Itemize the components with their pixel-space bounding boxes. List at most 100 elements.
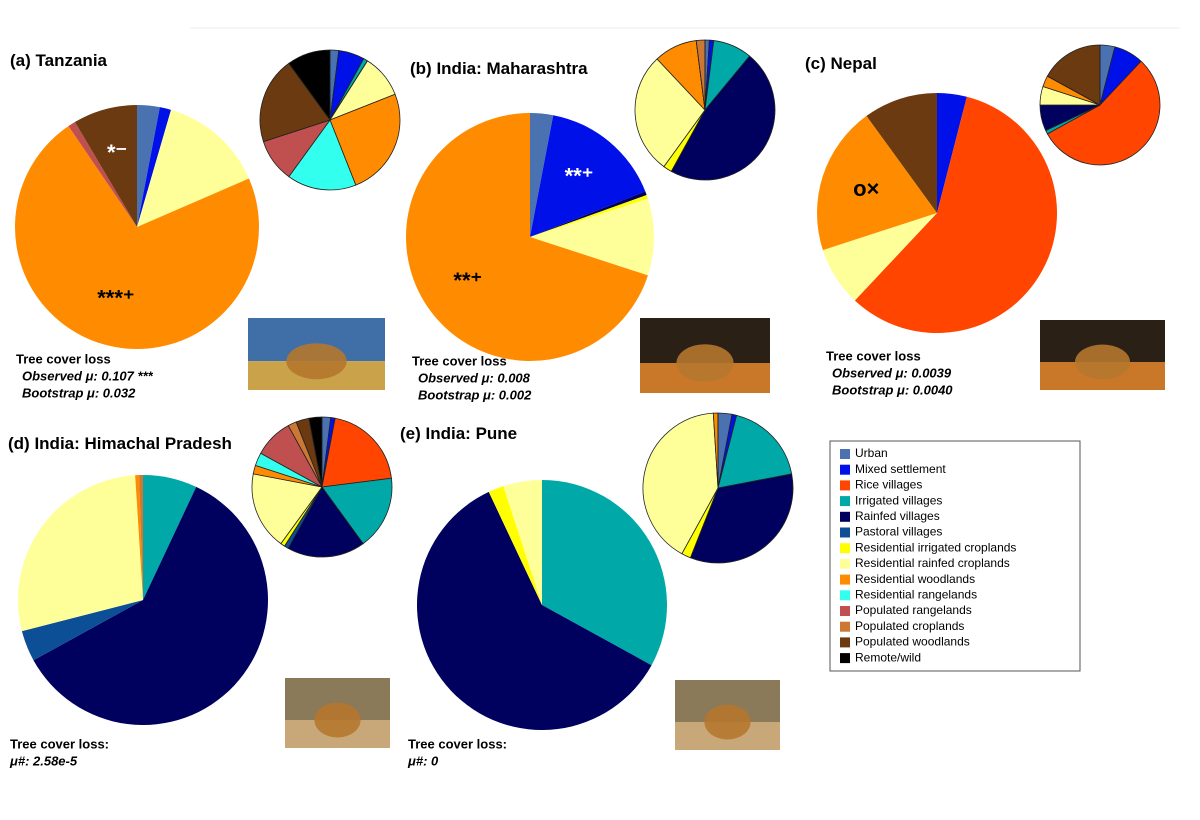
panel-label: (d) [8, 434, 30, 453]
legend-swatch [840, 574, 850, 585]
panel-title: (b) India: Maharashtra [410, 59, 588, 78]
inset-pie-slice [634, 58, 706, 168]
panel-label: (c) [805, 54, 826, 73]
legend-label: Rice villages [855, 478, 922, 492]
legend-label: Residential irrigated croplands [855, 540, 1016, 554]
panel-title: (d) India: Himachal Pradesh [8, 434, 232, 453]
panel-label: (a) [10, 51, 31, 70]
legend-label: Rainfed villages [855, 509, 940, 523]
animal-photo [675, 680, 780, 750]
panel-title: (e) India: Pune [400, 424, 517, 443]
pie-slice [488, 486, 542, 605]
inset-pie-slice [329, 93, 401, 186]
stat-line: Observed μ: 0.0039 [832, 365, 952, 380]
legend-label: Populated rangelands [855, 603, 972, 617]
legend-label: Populated woodlands [855, 635, 970, 649]
stat-line: Tree cover loss [16, 351, 111, 366]
legend-label: Populated croplands [855, 619, 964, 633]
pie-slice [137, 105, 160, 227]
inset-pie-slice [287, 486, 364, 558]
inset-pie-slice [251, 473, 323, 545]
inset-pie-slice [259, 62, 331, 143]
inset-pie-slice [308, 416, 323, 488]
legend-swatch [840, 496, 850, 507]
animal-photo [248, 318, 385, 390]
photo-animal [676, 344, 734, 382]
legend-label: Remote/wild [855, 650, 921, 664]
panel-name: India: Pune [426, 424, 518, 443]
inset-pie-slice [321, 417, 392, 488]
stat-line: μ#: 0 [407, 753, 439, 768]
slice-annotation: *⁻ [107, 140, 127, 165]
photo-animal [286, 343, 347, 380]
slice-annotation: **⁺ [453, 268, 482, 293]
stat-line: μ#: 2.58e-5 [9, 753, 78, 768]
legend-label: Urban [855, 446, 888, 460]
panel-label: (e) [400, 424, 421, 443]
photo-animal [1075, 344, 1130, 380]
pie-slice [68, 121, 137, 227]
inset-pie-slice [1046, 60, 1161, 166]
panel-label: (b) [410, 59, 432, 78]
panel-name: India: Maharashtra [436, 59, 588, 78]
legend-swatch [840, 558, 850, 569]
pie-slice [137, 109, 249, 227]
legend-swatch [840, 511, 850, 522]
inset-pie-slice [642, 412, 719, 555]
pie-slice [530, 191, 647, 237]
stat-line: Bootstrap μ: 0.0040 [832, 382, 953, 397]
pie-slice [406, 113, 648, 361]
stat-line: Observed μ: 0.008 [418, 370, 531, 385]
slice-annotation: **⁺ [565, 164, 594, 189]
legend-swatch [840, 653, 850, 664]
pie-slice [143, 475, 197, 600]
inset-pie-slice [670, 55, 776, 181]
pie-slice [530, 113, 554, 237]
stat-line: Tree cover loss: [408, 736, 507, 751]
photo-animal [704, 704, 751, 740]
legend-label: Residential woodlands [855, 572, 975, 586]
animal-photo [285, 678, 390, 748]
stat-line: Bootstrap μ: 0.032 [22, 385, 136, 400]
legend-swatch [840, 590, 850, 601]
pie-slice [530, 115, 646, 237]
pie-slice [139, 475, 143, 600]
inset-pie-slice [689, 473, 794, 564]
panel-name: Tanzania [36, 51, 108, 70]
pie-slice [135, 475, 143, 600]
legend-swatch [840, 621, 850, 632]
legend-swatch [840, 449, 850, 459]
animal-photo [1040, 320, 1165, 390]
inset-pie-slice [288, 119, 357, 191]
legend-label: Irrigated villages [855, 493, 942, 507]
pie-slice [74, 105, 137, 227]
stat-line: Bootstrap μ: 0.002 [418, 387, 532, 402]
pie-slice [817, 115, 937, 251]
pie-slice [854, 96, 1057, 333]
stat-line: Tree cover loss [826, 348, 921, 363]
legend-swatch [840, 464, 850, 475]
slice-annotation: ***⁺ [97, 285, 134, 310]
pie-slice [137, 107, 172, 227]
legend-box [829, 440, 1081, 672]
pie-slice [417, 491, 652, 730]
legend-label: Pastoral villages [855, 525, 942, 539]
pie-slice [542, 480, 668, 666]
pie-slice [866, 93, 937, 213]
pie-slice [937, 93, 967, 213]
animal-photo [640, 318, 770, 393]
inset-pie-slice [717, 414, 793, 489]
stat-line: Observed μ: 0.107 *** [22, 368, 154, 383]
pie-slice [822, 213, 937, 301]
legend-label: Residential rainfed croplands [855, 556, 1010, 570]
panel-name: India: Himachal Pradesh [34, 434, 231, 453]
panel-title: (a) Tanzania [10, 51, 108, 70]
pie-slice [21, 600, 143, 661]
legend-swatch [840, 543, 850, 554]
photo-animal [314, 702, 361, 738]
legend-swatch [840, 637, 850, 648]
legend-label: Residential rangelands [855, 587, 977, 601]
legend-swatch [840, 606, 850, 616]
stat-line: Tree cover loss: [10, 736, 109, 751]
inset-pie-slice [1046, 44, 1101, 106]
